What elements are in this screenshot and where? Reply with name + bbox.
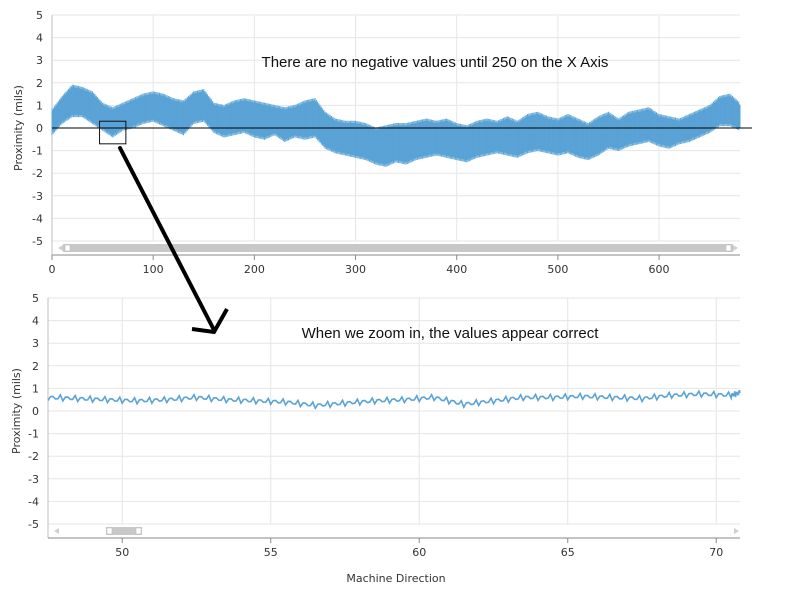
overview-chart: 5 4 3 2 1 0 -1 -2 -3 -4 -5 0 100 200 300 400 500 600 Pro… xyxy=(12,9,752,276)
overview-y-tick-label: 2 xyxy=(36,77,43,90)
zoomed-y-axis-title: Proximity (mils) xyxy=(10,368,23,454)
overview-series-band xyxy=(51,84,741,167)
overview-y-tick-label: 3 xyxy=(36,54,43,67)
overview-y-tick-label: -2 xyxy=(32,167,43,180)
zoomed-y-tick-label: -5 xyxy=(28,518,39,531)
overview-x-tick-label: 300 xyxy=(345,263,366,276)
zoomed-x-axis-title: Machine Direction xyxy=(346,572,445,585)
zoomed-x-tick-labels: 50 55 60 65 70 xyxy=(115,538,723,559)
zoom-arrow xyxy=(118,146,229,335)
zoomed-scroll-thumb[interactable] xyxy=(106,527,142,535)
zoomed-y-tick-label: 2 xyxy=(32,360,39,373)
overview-y-tick-label: 5 xyxy=(36,9,43,22)
zoomed-x-tick-label: 60 xyxy=(412,546,426,559)
overview-x-tick-label: 100 xyxy=(143,263,164,276)
zoomed-x-tick-label: 70 xyxy=(709,546,723,559)
zoom-thumb-right-grip[interactable] xyxy=(135,527,142,535)
zoom-scroll-right-icon[interactable] xyxy=(734,528,739,534)
zoomed-chart: 5 4 3 2 1 0 -1 -2 -3 -4 -5 50 55 60 65 70 Proximity (m… xyxy=(10,292,741,585)
zoomed-gridlines xyxy=(47,297,740,539)
overview-x-tick-label: 200 xyxy=(244,263,265,276)
scroll-left-icon[interactable] xyxy=(58,245,63,251)
zoomed-x-tick-label: 65 xyxy=(561,546,575,559)
overview-y-tick-label: -4 xyxy=(32,212,43,225)
zoomed-series-line xyxy=(47,389,741,411)
scroll-thumb-left-grip[interactable] xyxy=(64,244,71,252)
overview-scrollbar[interactable] xyxy=(58,244,738,252)
overview-x-tick-label: 400 xyxy=(446,263,467,276)
overview-y-tick-label: 4 xyxy=(36,32,43,45)
zoom-thumb-left-grip[interactable] xyxy=(106,527,113,535)
overview-scroll-thumb[interactable] xyxy=(63,244,733,252)
zoomed-y-tick-label: 0 xyxy=(32,405,39,418)
overview-y-tick-label: -5 xyxy=(32,235,43,248)
zoom-arrow-head xyxy=(191,308,229,335)
zoomed-y-tick-labels: 5 4 3 2 1 0 -1 -2 -3 -4 -5 xyxy=(28,292,39,531)
overview-x-tick-label: 500 xyxy=(547,263,568,276)
zoomed-y-tick-label: 1 xyxy=(32,382,39,395)
zoomed-y-tick-label: 3 xyxy=(32,337,39,350)
overview-y-tick-label: 1 xyxy=(36,99,43,112)
zoomed-y-tick-label: -4 xyxy=(28,495,39,508)
zoomed-y-tick-label: 4 xyxy=(32,315,39,328)
zoomed-x-tick-label: 55 xyxy=(264,546,278,559)
overview-y-axis-title: Proximity (mils) xyxy=(12,85,25,171)
overview-x-tick-label: 600 xyxy=(649,263,670,276)
zoomed-annotation: When we zoom in, the values appear corre… xyxy=(302,325,600,342)
zoomed-y-tick-label: -1 xyxy=(28,428,39,441)
scroll-thumb-right-grip[interactable] xyxy=(725,244,732,252)
overview-x-tick-label: 0 xyxy=(49,263,56,276)
zoomed-y-tick-label: 5 xyxy=(32,292,39,305)
overview-y-tick-label: -1 xyxy=(32,145,43,158)
scroll-right-icon[interactable] xyxy=(733,245,738,251)
zoomed-x-tick-label: 50 xyxy=(115,546,129,559)
zoom-scroll-left-icon[interactable] xyxy=(54,528,59,534)
overview-annotation: There are no negative values until 250 o… xyxy=(262,54,609,71)
overview-y-tick-label: -3 xyxy=(32,190,43,203)
overview-y-tick-label: 0 xyxy=(36,122,43,135)
zoomed-y-tick-label: -2 xyxy=(28,450,39,463)
zoomed-scrollbar[interactable] xyxy=(54,527,739,535)
overview-x-tick-labels: 0 100 200 300 400 500 600 xyxy=(49,255,670,276)
overview-y-tick-labels: 5 4 3 2 1 0 -1 -2 -3 -4 -5 xyxy=(32,9,43,248)
zoomed-y-tick-label: -3 xyxy=(28,473,39,486)
zoom-region-box xyxy=(99,120,127,145)
zoom-arrow-shaft xyxy=(118,146,216,332)
